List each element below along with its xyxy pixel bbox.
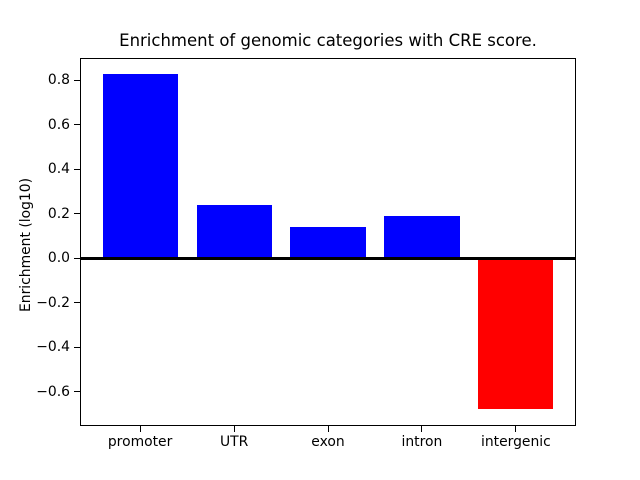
y-tick-label: 0.8 — [47, 72, 70, 89]
bar-UTR — [196, 204, 272, 259]
x-tick-label-intergenic: intergenic — [480, 434, 551, 450]
bar-intergenic — [478, 258, 554, 410]
y-tick-label: 0.2 — [47, 205, 70, 222]
y-tick-mark — [74, 79, 80, 81]
y-tick-label: 0.6 — [47, 116, 70, 133]
y-tick-label: −0.4 — [36, 339, 70, 356]
bar-promoter — [102, 73, 178, 259]
y-tick-label: −0.2 — [36, 294, 70, 311]
x-tick-mark — [327, 426, 329, 432]
x-tick-mark — [139, 426, 141, 432]
x-tick-mark — [233, 426, 235, 432]
x-tick-mark — [421, 426, 423, 432]
y-tick-mark — [74, 168, 80, 170]
x-tick-label-intron: intron — [401, 434, 443, 450]
zero-line — [80, 256, 576, 260]
x-tick-label-UTR: UTR — [219, 434, 249, 450]
y-tick-mark — [74, 124, 80, 126]
y-tick-mark — [74, 302, 80, 304]
y-tick-label: 0.4 — [47, 161, 70, 178]
y-axis-label-text: Enrichment (log10) — [18, 177, 34, 313]
y-tick-label: 0.0 — [47, 250, 70, 267]
x-tick-label-promoter: promoter — [107, 434, 173, 450]
y-tick-mark — [74, 391, 80, 392]
y-tick-mark — [74, 257, 80, 259]
y-tick-label: −0.6 — [36, 383, 70, 400]
chart-title: Enrichment of genomic categories with CR… — [119, 31, 537, 50]
x-tick-mark — [515, 426, 517, 432]
bar-exon — [290, 227, 366, 259]
y-tick-mark — [74, 213, 80, 215]
y-tick-mark — [74, 346, 80, 348]
x-tick-label-exon: exon — [311, 434, 345, 450]
bar-intron — [384, 215, 460, 259]
